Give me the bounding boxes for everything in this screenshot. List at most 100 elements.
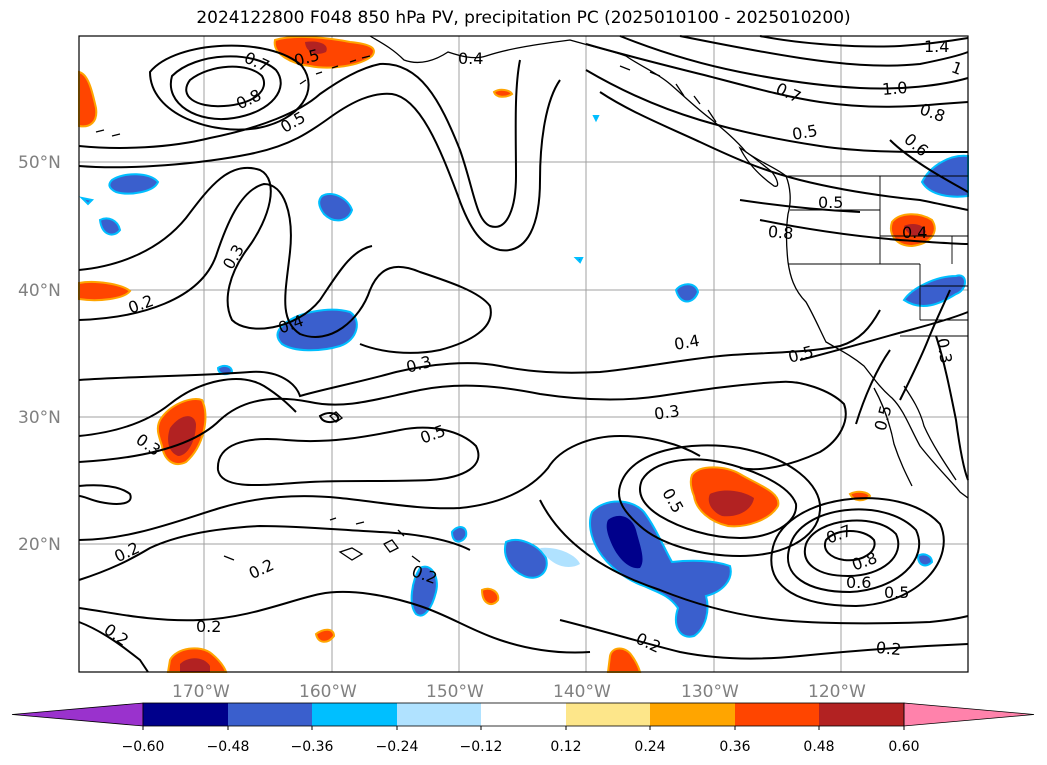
contour-label: 0.8 — [767, 222, 794, 243]
colorbar-segment — [228, 703, 312, 726]
precipitation-shading — [78, 35, 969, 673]
colorbar-tick-label: 0.48 — [803, 739, 834, 755]
colorbar-segment — [481, 703, 566, 726]
contour-label: 1 — [949, 57, 965, 78]
pv-contour — [78, 79, 561, 252]
colorbar-tick-label: 0.12 — [550, 739, 581, 755]
contour-label: 0.3 — [653, 401, 681, 423]
pv-contour — [585, 69, 968, 153]
pv-contour — [78, 621, 149, 673]
pv-contours — [78, 35, 969, 673]
precip-negative-area — [318, 192, 354, 222]
pv-contour — [318, 412, 340, 424]
colorbar: −0.60 −0.48 −0.36 −0.24 −0.12 0.12 0.24 … — [11, 702, 1035, 755]
map-frame — [78, 35, 969, 673]
precip-positive-area — [606, 647, 642, 673]
pv-contour — [787, 508, 921, 594]
precip-positive-area — [180, 658, 210, 672]
contour-label: 0.6 — [900, 129, 932, 160]
contour-label: 0.7 — [241, 48, 272, 76]
precip-negative-area — [674, 283, 700, 303]
pv-contour — [855, 349, 891, 425]
pv-contour — [585, 43, 969, 108]
precip-positive-area — [314, 628, 336, 643]
contour-label: 0.6 — [846, 573, 871, 592]
pv-contour — [935, 335, 969, 481]
pv-contour — [770, 497, 945, 608]
lat-label: 30°N — [18, 408, 61, 428]
precip-negative-area — [573, 257, 584, 264]
precip-negative-area — [78, 196, 95, 206]
pv-contour — [78, 434, 701, 541]
colorbar-tick-label: −0.60 — [122, 739, 165, 755]
contour-label: 0.4 — [458, 49, 483, 68]
contour-label: 0.3 — [933, 337, 956, 365]
contour-label: 0.5 — [818, 193, 843, 212]
colorbar-segments — [11, 702, 1035, 730]
pv-contour — [889, 139, 969, 193]
pv-contour — [619, 35, 969, 90]
colorbar-tick-label: −0.12 — [460, 739, 503, 755]
colorbar-tick-label: −0.48 — [207, 739, 250, 755]
contour-label: 0.5 — [658, 485, 687, 517]
pv-contour — [799, 311, 969, 361]
lat-label: 50°N — [18, 153, 61, 173]
colorbar-ticks: −0.60 −0.48 −0.36 −0.24 −0.12 0.12 0.24 … — [122, 739, 920, 755]
contour-label: 0.2 — [111, 538, 142, 566]
colorbar-tick-label: 0.36 — [719, 739, 750, 755]
precip-negative-area — [916, 553, 934, 567]
pv-contour — [759, 219, 969, 245]
pv-contour — [78, 590, 591, 654]
contour-label: 0.4 — [902, 223, 927, 242]
vancouver-island — [738, 146, 779, 187]
contour-label: 0.2 — [246, 555, 277, 583]
precip-negative-area — [504, 539, 548, 579]
precip-positive-area — [78, 281, 132, 302]
precip-positive-area — [492, 88, 514, 98]
pv-contour — [759, 35, 969, 48]
pv-contour — [539, 499, 969, 625]
colorbar-extend-high — [903, 702, 1035, 727]
pv-contour — [739, 199, 861, 213]
colorbar-segment — [650, 703, 735, 726]
precip-positive-area — [305, 41, 327, 54]
contour-label: 0.5 — [791, 121, 819, 144]
colorbar-tick-label: 0.24 — [634, 739, 665, 755]
pv-contour — [559, 619, 969, 660]
colorbar-segment — [735, 703, 819, 726]
contour-label: 1.4 — [924, 37, 949, 56]
colorbar-segment — [819, 703, 904, 726]
colorbar-tick-label: 0.60 — [888, 739, 919, 755]
hawaiian-islands — [223, 517, 421, 563]
pv-contour — [78, 378, 297, 437]
pv-contour — [78, 380, 847, 471]
contour-label: 0.2 — [100, 620, 132, 650]
colorbar-segment — [566, 703, 650, 726]
colorbar-frame — [142, 702, 905, 727]
precip-positive-area — [708, 490, 754, 517]
lon-label: 130°W — [681, 682, 739, 702]
contour-label: 0.5 — [786, 342, 816, 367]
contour-label: 0.5 — [418, 421, 448, 448]
colorbar-tick-label: −0.36 — [291, 739, 334, 755]
coastlines — [95, 35, 969, 563]
precip-positive-area — [78, 70, 98, 128]
lon-label: 120°W — [808, 682, 866, 702]
colorbar-tick-label: −0.24 — [376, 739, 419, 755]
pv-contour — [78, 182, 492, 354]
pv-contour — [899, 289, 951, 401]
precip-negative-area — [592, 115, 600, 123]
aleutian-islands — [95, 55, 371, 137]
contour-label: 0.4 — [673, 331, 701, 354]
contour-label: 1.0 — [881, 78, 908, 99]
pv-contour — [618, 444, 822, 558]
lat-label: 40°N — [18, 281, 61, 301]
latitude-labels: 50°N 40°N 30°N 20°N — [18, 153, 61, 555]
pv-contour — [78, 59, 521, 228]
colorbar-extend-low — [11, 702, 144, 727]
contour-label: 0.2 — [196, 617, 221, 636]
contour-label: 0.5 — [871, 403, 896, 433]
precip-negative-area — [276, 308, 358, 352]
lon-label: 150°W — [426, 682, 484, 702]
